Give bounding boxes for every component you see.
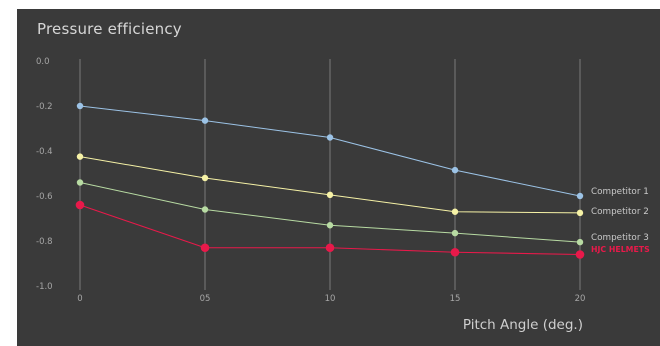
series-2-point-2: [326, 222, 334, 229]
y-tick-label-4: -0.8: [36, 237, 53, 247]
series-1-point-2: [326, 191, 334, 199]
series-2-point-4: [576, 238, 584, 246]
series-label-1: Competitor 2: [591, 207, 649, 217]
series-2-point-0: [76, 179, 84, 186]
series-3-point-2: [325, 243, 335, 253]
y-tick-label-5: -1.0: [36, 282, 53, 292]
x-tick-label-1: 05: [200, 294, 211, 304]
chart-title: Pressure efficiency: [37, 20, 182, 38]
series-layer: [75, 102, 585, 259]
y-tick-label-3: -0.6: [36, 192, 53, 202]
series-labels: Competitor 1 Competitor 2 Competitor 3 HJC …: [591, 187, 650, 254]
series-3-point-1: [200, 243, 210, 253]
series-label-0: Competitor 1: [591, 187, 649, 197]
series-0-point-3: [451, 166, 459, 174]
x-tick-label-2: 10: [325, 294, 336, 304]
y-tick-label-2: -0.4: [36, 147, 53, 157]
chart-panel: [17, 9, 660, 346]
series-2-point-1: [201, 206, 209, 213]
series-label-2: Competitor 3: [591, 233, 649, 243]
series-3: [75, 200, 585, 259]
series-0: [76, 102, 584, 200]
series-0-point-0: [76, 102, 84, 110]
x-axis-ticks: 0 05 10 15 20: [77, 294, 585, 304]
y-tick-label-0: 0.0: [36, 57, 50, 67]
series-3-point-3: [450, 247, 460, 257]
x-axis-title: Pitch Angle (deg.): [463, 317, 583, 333]
x-tick-label-4: 20: [575, 294, 586, 304]
y-axis-ticks: 0.0 -0.2 -0.4 -0.6 -0.8 -1.0: [36, 57, 53, 292]
series-0-point-1: [201, 117, 209, 124]
x-tick-label-3: 15: [450, 294, 461, 304]
series-label-3: HJC HELMETS: [591, 245, 650, 254]
series-3-point-0: [75, 200, 85, 210]
x-tick-label-0: 0: [77, 294, 82, 304]
y-tick-label-1: -0.2: [36, 102, 53, 112]
series-1-point-4: [576, 209, 584, 217]
series-3-point-4: [575, 250, 585, 259]
series-2: [76, 179, 584, 246]
grid-layer: [79, 59, 581, 290]
series-0-point-2: [326, 134, 334, 141]
series-1-point-1: [201, 174, 209, 182]
series-1-point-0: [76, 153, 84, 160]
series-1-point-3: [451, 208, 459, 215]
series-1: [76, 153, 584, 217]
series-0-point-4: [576, 192, 584, 200]
series-2-point-3: [451, 229, 459, 237]
